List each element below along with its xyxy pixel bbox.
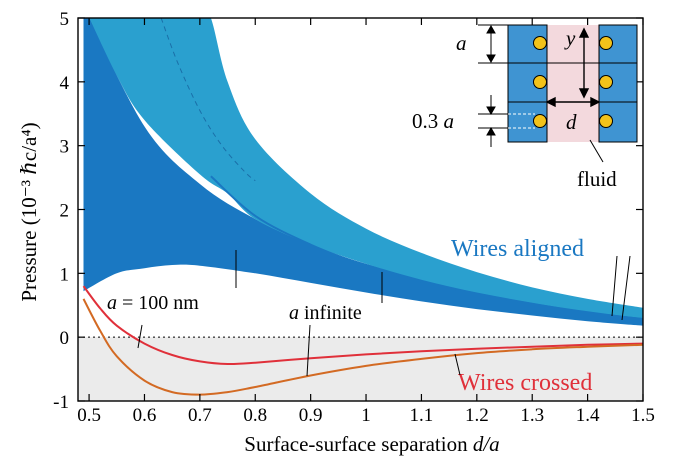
plot-area [78, 18, 643, 401]
band-a100 [83, 18, 643, 326]
inset-label-fluid: fluid [577, 167, 617, 191]
inset-schematic: a y d 0.3 a fluid [412, 24, 638, 191]
x-tick-label: 1.2 [465, 405, 489, 426]
x-tick-label: 1 [361, 405, 371, 426]
wire-right-1 [599, 36, 613, 50]
y-tick-label: 0 [60, 328, 70, 349]
y-tick-label: -1 [53, 392, 69, 413]
a-100nm-rest: = 100 nm [117, 292, 199, 314]
y-tick-label: 2 [60, 201, 70, 222]
annotation-pointers [137, 250, 631, 377]
inset-label-03a-var: a [444, 109, 455, 133]
band-infinite [89, 18, 643, 318]
fluid-region [547, 25, 599, 142]
x-tick-label: 1.1 [410, 405, 434, 426]
x-tick-label: 0.5 [77, 405, 101, 426]
wire-left-2 [533, 75, 547, 89]
y-tick-label: 5 [60, 9, 70, 30]
inset-label-y: y [564, 26, 576, 50]
series-crossed-a100 [82, 285, 643, 366]
x-tick-label: 1.5 [631, 405, 655, 426]
y-tick-label: 4 [60, 73, 70, 94]
wires-aligned-label: Wires aligned [451, 236, 584, 262]
dimension-y [578, 27, 590, 99]
a-infinite-rest: infinite [299, 302, 362, 324]
x-axis-label-var: d [473, 432, 484, 456]
x-tick-label: 0.9 [299, 405, 323, 426]
fluid-pointer [589, 139, 604, 163]
x-axis-label: Surface-surface separation d/a [244, 432, 499, 456]
x-axis-ticks: 0.5 0.6 0.7 0.8 0.9 1 1.1 1.2 1.3 1.4 1.5 [77, 18, 655, 426]
wires-crossed-label: Wires crossed [458, 370, 592, 396]
x-tick-label: 0.7 [188, 405, 212, 426]
dimension-a [478, 24, 508, 64]
x-tick-label: 0.6 [133, 405, 157, 426]
x-tick-label: 1.4 [576, 405, 600, 426]
inset-label-03a-num: 0.3 [412, 109, 444, 133]
series-aligned-line [210, 175, 643, 321]
x-axis-label-prefix: Surface-surface separation [244, 432, 473, 456]
y-tick-label: 1 [60, 264, 70, 285]
wire-right-3 [599, 114, 613, 128]
inset-label-a: a [456, 31, 467, 55]
y-tick-label: 3 [60, 137, 70, 158]
wire-left-3 [533, 114, 547, 128]
wire-left-1 [533, 36, 547, 50]
series-crossed-infinite [82, 298, 643, 396]
wire-right-2 [599, 75, 613, 89]
a-infinite-label: a infinite [289, 302, 362, 324]
inset-label-03a: 0.3 a [412, 109, 454, 133]
dimension-03a [478, 95, 508, 147]
x-axis-label-suffix: /a [482, 432, 499, 456]
x-tick-label: 0.8 [243, 405, 267, 426]
y-axis-ticks: -1 0 1 2 3 4 5 [53, 9, 643, 413]
y-axis-label: Pressure (10⁻³ ℏc/a⁴) [17, 122, 41, 301]
x-tick-label: 1.3 [520, 405, 544, 426]
a-100nm-var: a [107, 292, 117, 314]
a-infinite-var: a [289, 302, 299, 324]
inset-label-d: d [566, 110, 577, 134]
a-100nm-label: a = 100 nm [107, 292, 199, 314]
dimension-d [545, 96, 601, 108]
